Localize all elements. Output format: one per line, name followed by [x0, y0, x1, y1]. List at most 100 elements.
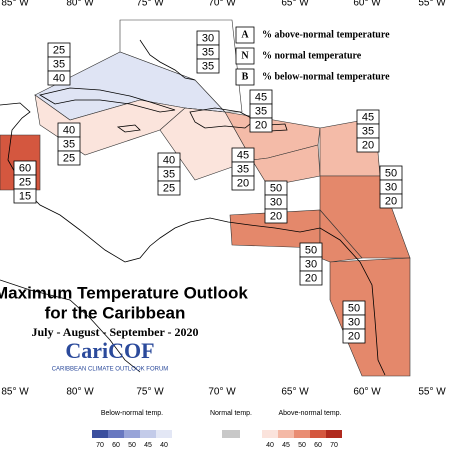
longitude-label: 55° W: [418, 0, 446, 9]
probability: 60: [19, 162, 31, 174]
probability: 25: [53, 44, 65, 56]
box-cell: [196, 58, 220, 74]
colorbar-swatch: [92, 430, 108, 438]
longitude-label: 85° W: [1, 387, 29, 398]
colorbar-swatch: [262, 430, 278, 438]
colorbar-swatch: [140, 430, 156, 438]
map-subtitle: for the Caribbean: [45, 303, 186, 322]
longitude-label: 80° W: [66, 0, 94, 9]
key-box: [235, 47, 255, 65]
longitude-label: 65° W: [281, 387, 309, 398]
probability: 25: [63, 152, 75, 164]
map-title: Maximum Temperature Outlook: [0, 283, 248, 302]
colorbar-tick: 50: [298, 442, 306, 449]
key-box: [235, 68, 255, 86]
logo-caption: CARIBBEAN CLIMATE OUTLOOK FORUM: [52, 367, 169, 373]
longitude-label: 60° W: [353, 0, 381, 9]
probability: 45: [362, 111, 374, 123]
probability: 30: [348, 316, 360, 328]
probability: 30: [385, 181, 397, 193]
longitude-label: 75° W: [136, 0, 164, 9]
probability: 30: [305, 258, 317, 270]
probability: 20: [255, 119, 267, 131]
box-cell: [231, 175, 255, 191]
probability: 35: [163, 168, 175, 180]
mainland-coast: [0, 102, 386, 376]
colorbar-tick: 60: [314, 442, 322, 449]
outlook-region: [329, 257, 411, 377]
probability: 35: [202, 46, 214, 58]
probability: 30: [202, 32, 214, 44]
probability: 35: [362, 125, 374, 137]
probability: 50: [385, 167, 397, 179]
period: July - August - September - 2020: [31, 325, 198, 339]
probability: 20: [305, 272, 317, 284]
longitude-label: 60° W: [353, 387, 381, 398]
colorbar-tick: 45: [144, 442, 152, 449]
longitude-labels-bottom: 85° W 80° W 75° W 70° W 65° W 60° W 55° W: [1, 387, 446, 398]
colorbar-swatch: [156, 430, 172, 438]
colorbar-label: Below-normal temp.: [101, 410, 163, 417]
probability: 25: [19, 176, 31, 188]
probability: 50: [348, 302, 360, 314]
colorbar-label: Normal temp.: [210, 410, 252, 417]
probability: 20: [385, 195, 397, 207]
colorbar-swatch: [278, 430, 294, 438]
colorbar-tick: 45: [282, 442, 290, 449]
probability: 40: [163, 154, 175, 166]
box-cell: [249, 117, 273, 133]
probability: 45: [237, 149, 249, 161]
key-letter: B: [242, 71, 249, 82]
colorbar-tick: 40: [160, 442, 168, 449]
box-cell: [342, 328, 366, 344]
longitude-label: 75° W: [136, 387, 164, 398]
key-letter: N: [241, 50, 249, 61]
probability: 50: [270, 182, 282, 194]
probability: 20: [237, 177, 249, 189]
colorbar-swatch: [124, 430, 140, 438]
colorbar-swatch: [326, 430, 342, 438]
panama-coast: [0, 279, 141, 373]
probability: 20: [270, 210, 282, 222]
box-cell: [157, 180, 181, 196]
logo: CariCOF: [65, 338, 154, 363]
colorbar-tick: 70: [96, 442, 104, 449]
probability: 15: [19, 190, 31, 202]
key-box: [235, 26, 255, 44]
probability: 30: [270, 196, 282, 208]
probability: 35: [237, 163, 249, 175]
colorbar-tick: 40: [266, 442, 274, 449]
longitude-labels-top: 85° W 80° W 75° W 70° W 65° W 60° W 55° W: [1, 0, 446, 9]
probability-boxes: 30 35 35 25 35 40 40 35 25 60 25 15 40 35 25 45 35 20 45 35…: [13, 30, 403, 344]
probability: 50: [305, 244, 317, 256]
colorbar-swatch: [310, 430, 326, 438]
colorbar-swatch: [294, 430, 310, 438]
longitude-label: 70° W: [208, 387, 236, 398]
box-cell: [47, 70, 71, 86]
box-cell: [13, 188, 37, 204]
probability: 40: [53, 72, 65, 84]
key-letter: A: [241, 29, 249, 40]
probability: 35: [255, 105, 267, 117]
probability: 35: [202, 60, 214, 72]
key: A % above-normal temperature N % normal tem…: [235, 26, 390, 86]
box-cell: [379, 193, 403, 209]
longitude-label: 65° W: [281, 0, 309, 9]
probability: 35: [53, 58, 65, 70]
longitude-label: 85° W: [1, 0, 29, 9]
probability: 35: [63, 138, 75, 150]
probability: 25: [163, 182, 175, 194]
box-cell: [356, 137, 380, 153]
colorbar-tick: 60: [112, 442, 120, 449]
probability: 40: [63, 124, 75, 136]
box-cell: [299, 270, 323, 286]
box-cell: [57, 150, 81, 166]
coastlines: [0, 39, 386, 376]
colorbar-tick: 50: [128, 442, 136, 449]
colorbar-tick: 70: [330, 442, 338, 449]
jamaica-coast: [116, 124, 141, 133]
colorbar-swatch: [108, 430, 124, 438]
probability: 45: [255, 91, 267, 103]
longitude-label: 80° W: [66, 387, 94, 398]
